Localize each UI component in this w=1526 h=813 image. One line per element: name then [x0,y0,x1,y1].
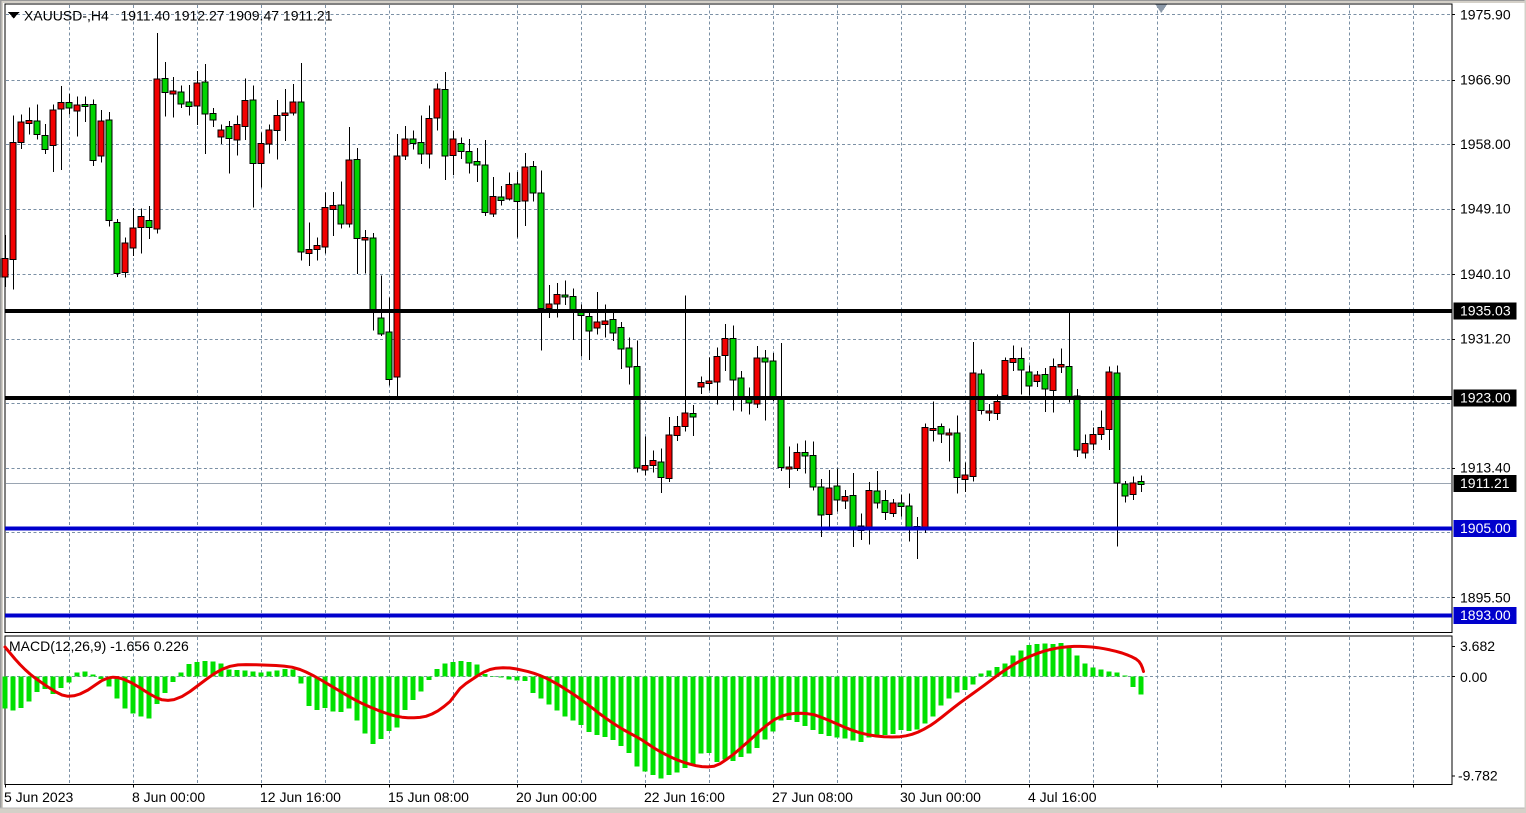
svg-text:1935.03: 1935.03 [1460,302,1511,318]
svg-text:12 Jun 16:00: 12 Jun 16:00 [260,789,341,805]
svg-text:1913.40: 1913.40 [1460,460,1511,476]
svg-text:1895.50: 1895.50 [1460,590,1511,606]
svg-text:5 Jun 2023: 5 Jun 2023 [4,789,73,805]
svg-text:1911.21: 1911.21 [1460,475,1510,491]
svg-text:1931.20: 1931.20 [1460,331,1511,347]
svg-text:15 Jun 08:00: 15 Jun 08:00 [388,789,469,805]
svg-text:0.00: 0.00 [1460,669,1487,685]
svg-text:22 Jun 16:00: 22 Jun 16:00 [644,789,725,805]
svg-text:1905.00: 1905.00 [1460,520,1511,536]
svg-text:1893.00: 1893.00 [1460,607,1511,623]
svg-text:XAUUSD-,H4 1911.40 1912.27 1: XAUUSD-,H4 1911.40 1912.27 1909.47 1911.… [24,8,333,24]
svg-text:20 Jun 00:00: 20 Jun 00:00 [516,789,597,805]
svg-text:1975.90: 1975.90 [1460,6,1511,22]
svg-text:MACD(12,26,9) -1.656 0.226: MACD(12,26,9) -1.656 0.226 [9,638,189,654]
svg-text:1923.00: 1923.00 [1460,390,1511,406]
svg-text:8 Jun 00:00: 8 Jun 00:00 [132,789,205,805]
svg-text:27 Jun 08:00: 27 Jun 08:00 [772,789,853,805]
svg-text:3.682: 3.682 [1460,638,1495,654]
svg-text:1949.10: 1949.10 [1460,201,1511,217]
svg-text:30 Jun 00:00: 30 Jun 00:00 [900,789,981,805]
svg-text:4 Jul 16:00: 4 Jul 16:00 [1028,789,1097,805]
svg-text:1966.90: 1966.90 [1460,72,1511,88]
svg-text:1958.00: 1958.00 [1460,136,1511,152]
svg-text:1940.10: 1940.10 [1460,266,1511,282]
svg-text:-9.782: -9.782 [1458,768,1498,784]
